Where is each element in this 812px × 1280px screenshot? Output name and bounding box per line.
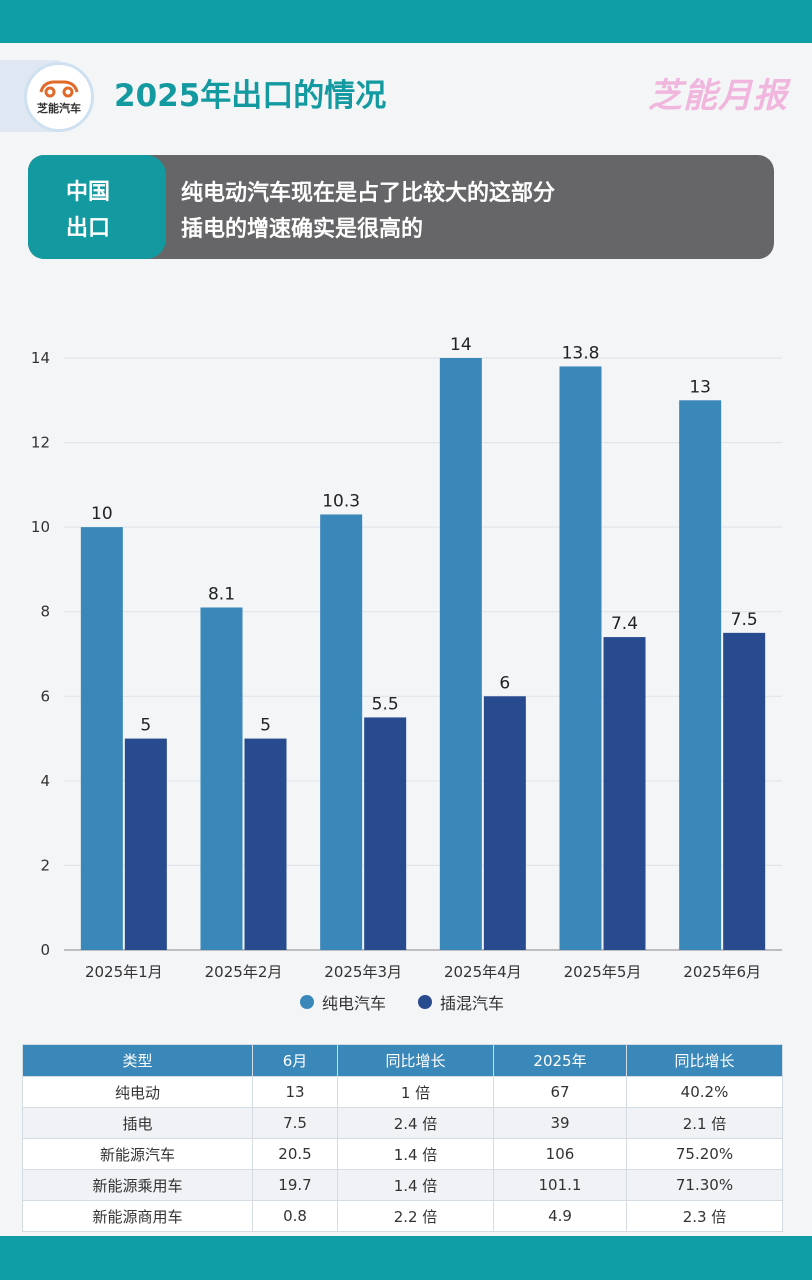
table-row: 新能源汽车 20.5 1.4 倍 106 75.20% <box>22 1138 783 1170</box>
legend-item-bev: 纯电汽车 <box>300 990 386 1014</box>
data-label: 6 <box>499 673 510 693</box>
data-label: 13.8 <box>562 343 600 363</box>
y-tick-label: 0 <box>40 941 50 959</box>
table-cell: 39 <box>493 1107 627 1139</box>
table-cell: 7.5 <box>252 1107 338 1139</box>
table-cell: 2.4 倍 <box>337 1107 494 1139</box>
x-tick-label: 2025年2月 <box>205 963 283 981</box>
x-tick-label: 2025年1月 <box>85 963 163 981</box>
table-cell: 4.9 <box>493 1200 627 1232</box>
export-table: 类型 6月 同比增长 2025年 同比增长 纯电动 13 1 倍 67 40.2… <box>22 1044 783 1232</box>
table-cell: 2.2 倍 <box>337 1200 494 1232</box>
bar-chart: 0 2 4 6 8 10 12 14 10 5 2025年1月 8.1 5 2025年2月 10.3 5.5 2… <box>31 335 782 981</box>
data-label: 10.3 <box>322 491 360 511</box>
table-row: 纯电动 13 1 倍 67 40.2% <box>22 1076 783 1108</box>
banner-tag-line1: 中国 <box>66 180 111 205</box>
bar-phev <box>244 738 287 950</box>
table-row: 插电 7.5 2.4 倍 39 2.1 倍 <box>22 1107 783 1139</box>
table-cell: 插电 <box>22 1107 253 1139</box>
banner-text-line2: 插电的增速确实是很高的 <box>181 217 424 242</box>
data-label: 5 <box>140 716 151 736</box>
data-label: 7.5 <box>731 610 758 630</box>
bar-bev <box>439 358 482 950</box>
data-label: 13 <box>689 377 711 397</box>
page-title: 2025年出口的情况 <box>114 78 387 114</box>
data-label: 14 <box>450 335 472 355</box>
table-cell: 101.1 <box>493 1169 627 1201</box>
logo: 芝能汽车 <box>24 62 94 132</box>
data-label: 10 <box>91 504 113 524</box>
summary-banner: 中国 出口 纯电动汽车现在是占了比较大的这部分 插电的增速确实是很高的 <box>28 155 774 259</box>
data-label: 8.1 <box>208 584 235 604</box>
table-header-row: 类型 6月 同比增长 2025年 同比增长 <box>22 1044 783 1077</box>
y-tick-label: 2 <box>40 856 50 874</box>
banner-text-line1: 纯电动汽车现在是占了比较大的这部分 <box>181 181 556 206</box>
table-cell: 67 <box>493 1076 627 1108</box>
table-cell: 71.30% <box>626 1169 783 1201</box>
table-cell: 19.7 <box>252 1169 338 1201</box>
table-cell: 1 倍 <box>337 1076 494 1108</box>
table-cell: 新能源汽车 <box>22 1138 253 1170</box>
bar-phev <box>603 637 646 950</box>
table-cell: 1.4 倍 <box>337 1138 494 1170</box>
table-cell: 75.20% <box>626 1138 783 1170</box>
table-cell: 1.4 倍 <box>337 1169 494 1201</box>
banner-tag-line2: 出口 <box>66 216 111 241</box>
legend-item-phev: 插混汽车 <box>418 990 504 1014</box>
col-header-yoy: 同比增长 <box>337 1044 494 1077</box>
col-header-type: 类型 <box>22 1044 253 1077</box>
table-cell: 106 <box>493 1138 627 1170</box>
y-tick-label: 10 <box>31 518 50 536</box>
col-header-yoy-2025: 同比增长 <box>626 1044 783 1077</box>
col-header-june: 6月 <box>252 1044 338 1077</box>
table-cell: 新能源商用车 <box>22 1200 253 1232</box>
x-tick-label: 2025年5月 <box>564 963 642 981</box>
data-label: 5 <box>260 716 271 736</box>
table-cell: 40.2% <box>626 1076 783 1108</box>
bar-phev <box>483 696 526 950</box>
bottom-band <box>0 1236 812 1280</box>
legend-label-bev: 纯电汽车 <box>322 994 387 1013</box>
bar-bev <box>559 366 602 950</box>
table-cell: 13 <box>252 1076 338 1108</box>
logo-text: 芝能汽车 <box>37 102 81 115</box>
y-tick-label: 14 <box>31 349 50 367</box>
y-tick-label: 6 <box>40 687 50 705</box>
col-header-2025: 2025年 <box>493 1044 627 1077</box>
bar-bev <box>320 514 363 950</box>
car-logo-icon <box>39 80 79 98</box>
brand-name: 芝能月报 <box>648 76 788 116</box>
top-band <box>0 0 812 43</box>
x-tick-label: 2025年3月 <box>324 963 402 981</box>
bar-phev <box>364 717 407 950</box>
bar-phev <box>723 632 766 950</box>
data-label: 5.5 <box>372 694 399 714</box>
y-tick-label: 8 <box>40 603 50 621</box>
data-label: 7.4 <box>611 614 638 634</box>
x-tick-label: 2025年6月 <box>683 963 761 981</box>
banner-tag-box: 中国 出口 <box>28 155 166 259</box>
legend-swatch-bev <box>300 995 314 1009</box>
table-row: 新能源商用车 0.8 2.2 倍 4.9 2.3 倍 <box>22 1200 783 1232</box>
bar-bev <box>80 527 123 950</box>
legend-swatch-phev <box>418 995 432 1009</box>
legend-label-phev: 插混汽车 <box>440 994 505 1013</box>
bar-bev <box>679 400 722 950</box>
bar-bev <box>200 607 243 950</box>
x-tick-label: 2025年4月 <box>444 963 522 981</box>
table-cell: 2.1 倍 <box>626 1107 783 1139</box>
y-tick-label: 12 <box>31 434 50 452</box>
table-cell: 0.8 <box>252 1200 338 1232</box>
table-cell: 新能源乘用车 <box>22 1169 253 1201</box>
table-cell: 纯电动 <box>22 1076 253 1108</box>
table-row: 新能源乘用车 19.7 1.4 倍 101.1 71.30% <box>22 1169 783 1201</box>
table-cell: 20.5 <box>252 1138 338 1170</box>
table-cell: 2.3 倍 <box>626 1200 783 1232</box>
bar-phev <box>124 738 167 950</box>
y-tick-label: 4 <box>40 772 50 790</box>
